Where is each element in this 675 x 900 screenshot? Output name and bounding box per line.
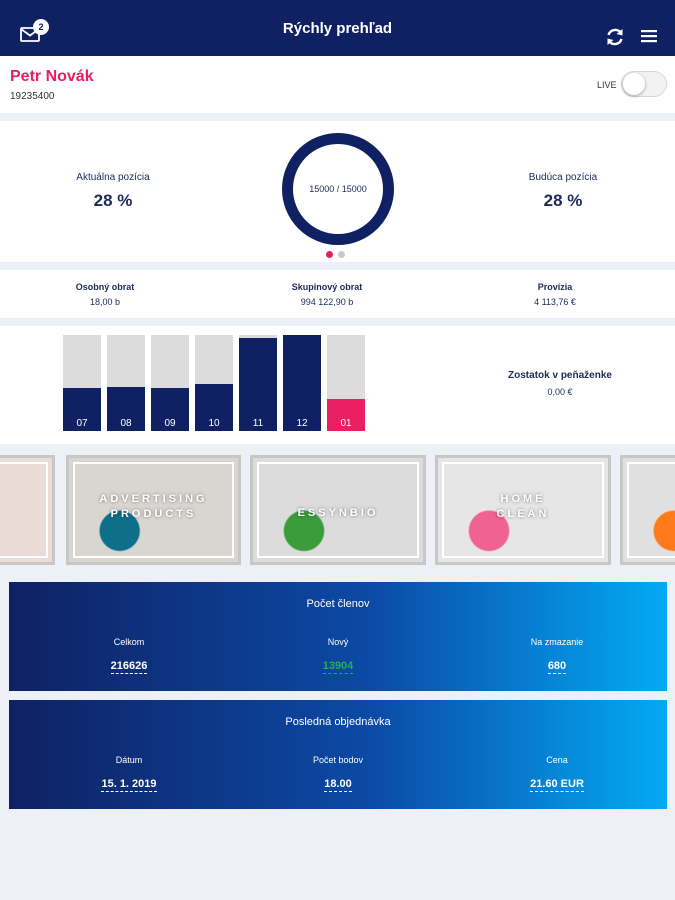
commission-label: Provízia — [537, 282, 573, 292]
user-id: 19235400 — [10, 91, 55, 102]
personal-turnover-value: 18,00 b — [89, 297, 121, 307]
group-turnover-value: 994 122,90 b — [300, 297, 354, 307]
bar-fill — [327, 399, 365, 431]
order-points-value[interactable]: 18.00 — [324, 778, 352, 792]
category-label: HOME CLEAN — [496, 493, 550, 520]
personal-turnover-label: Osobný obrat — [75, 282, 135, 292]
refresh-icon[interactable] — [604, 27, 626, 47]
last-order-title: Posledná objednávka — [285, 716, 391, 728]
bar-fill — [63, 388, 101, 431]
bar-label: 11 — [252, 418, 264, 429]
order-date: Dátum 15. 1. 2019 — [49, 755, 209, 792]
members-total-label: Celkom — [113, 637, 145, 647]
tile-frame — [627, 462, 675, 558]
commission-value: 4 113,76 € — [534, 297, 576, 307]
order-price: Cena 21.60 EUR — [477, 755, 637, 792]
members-new: Nový 13904 — [258, 637, 418, 674]
tile-frame — [257, 462, 419, 558]
wallet-label: Zostatok v peňaženke — [508, 370, 612, 381]
toggle-knob — [623, 73, 645, 95]
future-position-label: Budúca pozícia — [528, 172, 598, 183]
user-name: Petr Novák — [10, 68, 94, 85]
wallet-value: 0,00 € — [547, 387, 573, 397]
bar-fill — [283, 335, 321, 431]
user-card: Petr Novák 19235400 LIVE — [0, 56, 675, 113]
bar-label: 01 — [340, 418, 352, 429]
future-position-value: 28 % — [543, 191, 583, 210]
members-delete-value[interactable]: 680 — [547, 660, 567, 674]
bar-fill — [195, 384, 233, 431]
bar-label: 07 — [76, 418, 88, 429]
group-turnover: Skupinový obrat 994 122,90 b — [237, 282, 417, 307]
menu-icon[interactable] — [641, 29, 657, 43]
current-position-label: Aktuálna pozícia — [76, 172, 150, 183]
live-toggle[interactable] — [621, 71, 667, 97]
bar-11[interactable]: 11 — [239, 335, 277, 431]
commission: Provízia 4 113,76 € — [465, 282, 645, 307]
current-position-value: 28 % — [93, 191, 133, 210]
category-tile[interactable]: ESSYNBIO — [250, 455, 426, 565]
monthly-chart-card: 07 08 09 10 11 12 01 Zostatok v peňaženke 0,00… — [0, 326, 675, 444]
members-new-value[interactable]: 13904 — [322, 660, 354, 674]
members-new-label: Nový — [327, 637, 349, 647]
order-date-label: Dátum — [115, 755, 143, 765]
last-order-card: Posledná objednávka Dátum 15. 1. 2019 Po… — [9, 700, 667, 809]
page-dot-1[interactable] — [326, 251, 333, 258]
bar-fill — [239, 338, 277, 431]
bar-07[interactable]: 07 — [63, 335, 101, 431]
category-carousel[interactable]: ADVERTISING PRODUCTS ESSYNBIO HOME CLEAN — [0, 452, 675, 572]
order-points: Počet bodov 18.00 — [258, 755, 418, 792]
future-position: Budúca pozícia 28 % — [483, 172, 643, 211]
current-position: Aktuálna pozícia 28 % — [33, 172, 193, 211]
tile-frame — [442, 462, 604, 558]
top-bar: 2 Rýchly prehľad — [0, 0, 675, 56]
category-tile[interactable]: ADVERTISING PRODUCTS — [66, 455, 241, 565]
live-label: LIVE — [597, 80, 617, 90]
order-price-value[interactable]: 21.60 EUR — [530, 778, 584, 792]
group-turnover-label: Skupinový obrat — [291, 282, 363, 292]
category-label: ESSYNBIO — [297, 507, 379, 519]
progress-ring-text: 15000 / 15000 — [309, 184, 367, 194]
bar-10[interactable]: 10 — [195, 335, 233, 431]
members-card: Počet členov Celkom 216626 Nový 13904 Na… — [9, 582, 667, 691]
order-date-value[interactable]: 15. 1. 2019 — [101, 778, 157, 792]
position-card: Aktuálna pozícia 28 % 15000 / 15000 Budú… — [0, 121, 675, 262]
category-tile[interactable] — [0, 455, 55, 565]
bar-fill — [107, 387, 145, 431]
members-delete: Na zmazanie 680 — [477, 637, 637, 674]
bar-label: 12 — [296, 418, 308, 429]
category-label: ADVERTISING PRODUCTS — [99, 493, 208, 520]
category-tile[interactable]: HOME CLEAN — [435, 455, 611, 565]
tile-frame — [73, 462, 234, 558]
bar-08[interactable]: 08 — [107, 335, 145, 431]
bar-label: 09 — [164, 418, 176, 429]
bar-01[interactable]: 01 — [327, 335, 365, 431]
page-title: Rýchly prehľad — [282, 19, 393, 37]
page-dot-2[interactable] — [338, 251, 345, 258]
progress-ring[interactable]: 15000 / 15000 — [282, 133, 394, 245]
page-indicator — [326, 251, 345, 258]
bar-fill — [151, 388, 189, 431]
order-points-label: Počet bodov — [312, 755, 364, 765]
order-price-label: Cena — [546, 755, 568, 765]
bar-label: 08 — [120, 418, 132, 429]
turnover-card: Osobný obrat 18,00 b Skupinový obrat 994… — [0, 270, 675, 318]
bar-12[interactable]: 12 — [283, 335, 321, 431]
members-total-value[interactable]: 216626 — [110, 660, 148, 674]
category-tile[interactable] — [620, 455, 675, 565]
members-total: Celkom 216626 — [49, 637, 209, 674]
bar-label: 10 — [208, 418, 220, 429]
tile-frame — [0, 462, 48, 558]
bar-09[interactable]: 09 — [151, 335, 189, 431]
mail-badge: 2 — [33, 19, 49, 35]
wallet-balance: Zostatok v peňaženke 0,00 € — [480, 370, 640, 397]
members-delete-label: Na zmazanie — [530, 637, 584, 647]
personal-turnover: Osobný obrat 18,00 b — [15, 282, 195, 307]
members-title: Počet členov — [306, 598, 370, 610]
